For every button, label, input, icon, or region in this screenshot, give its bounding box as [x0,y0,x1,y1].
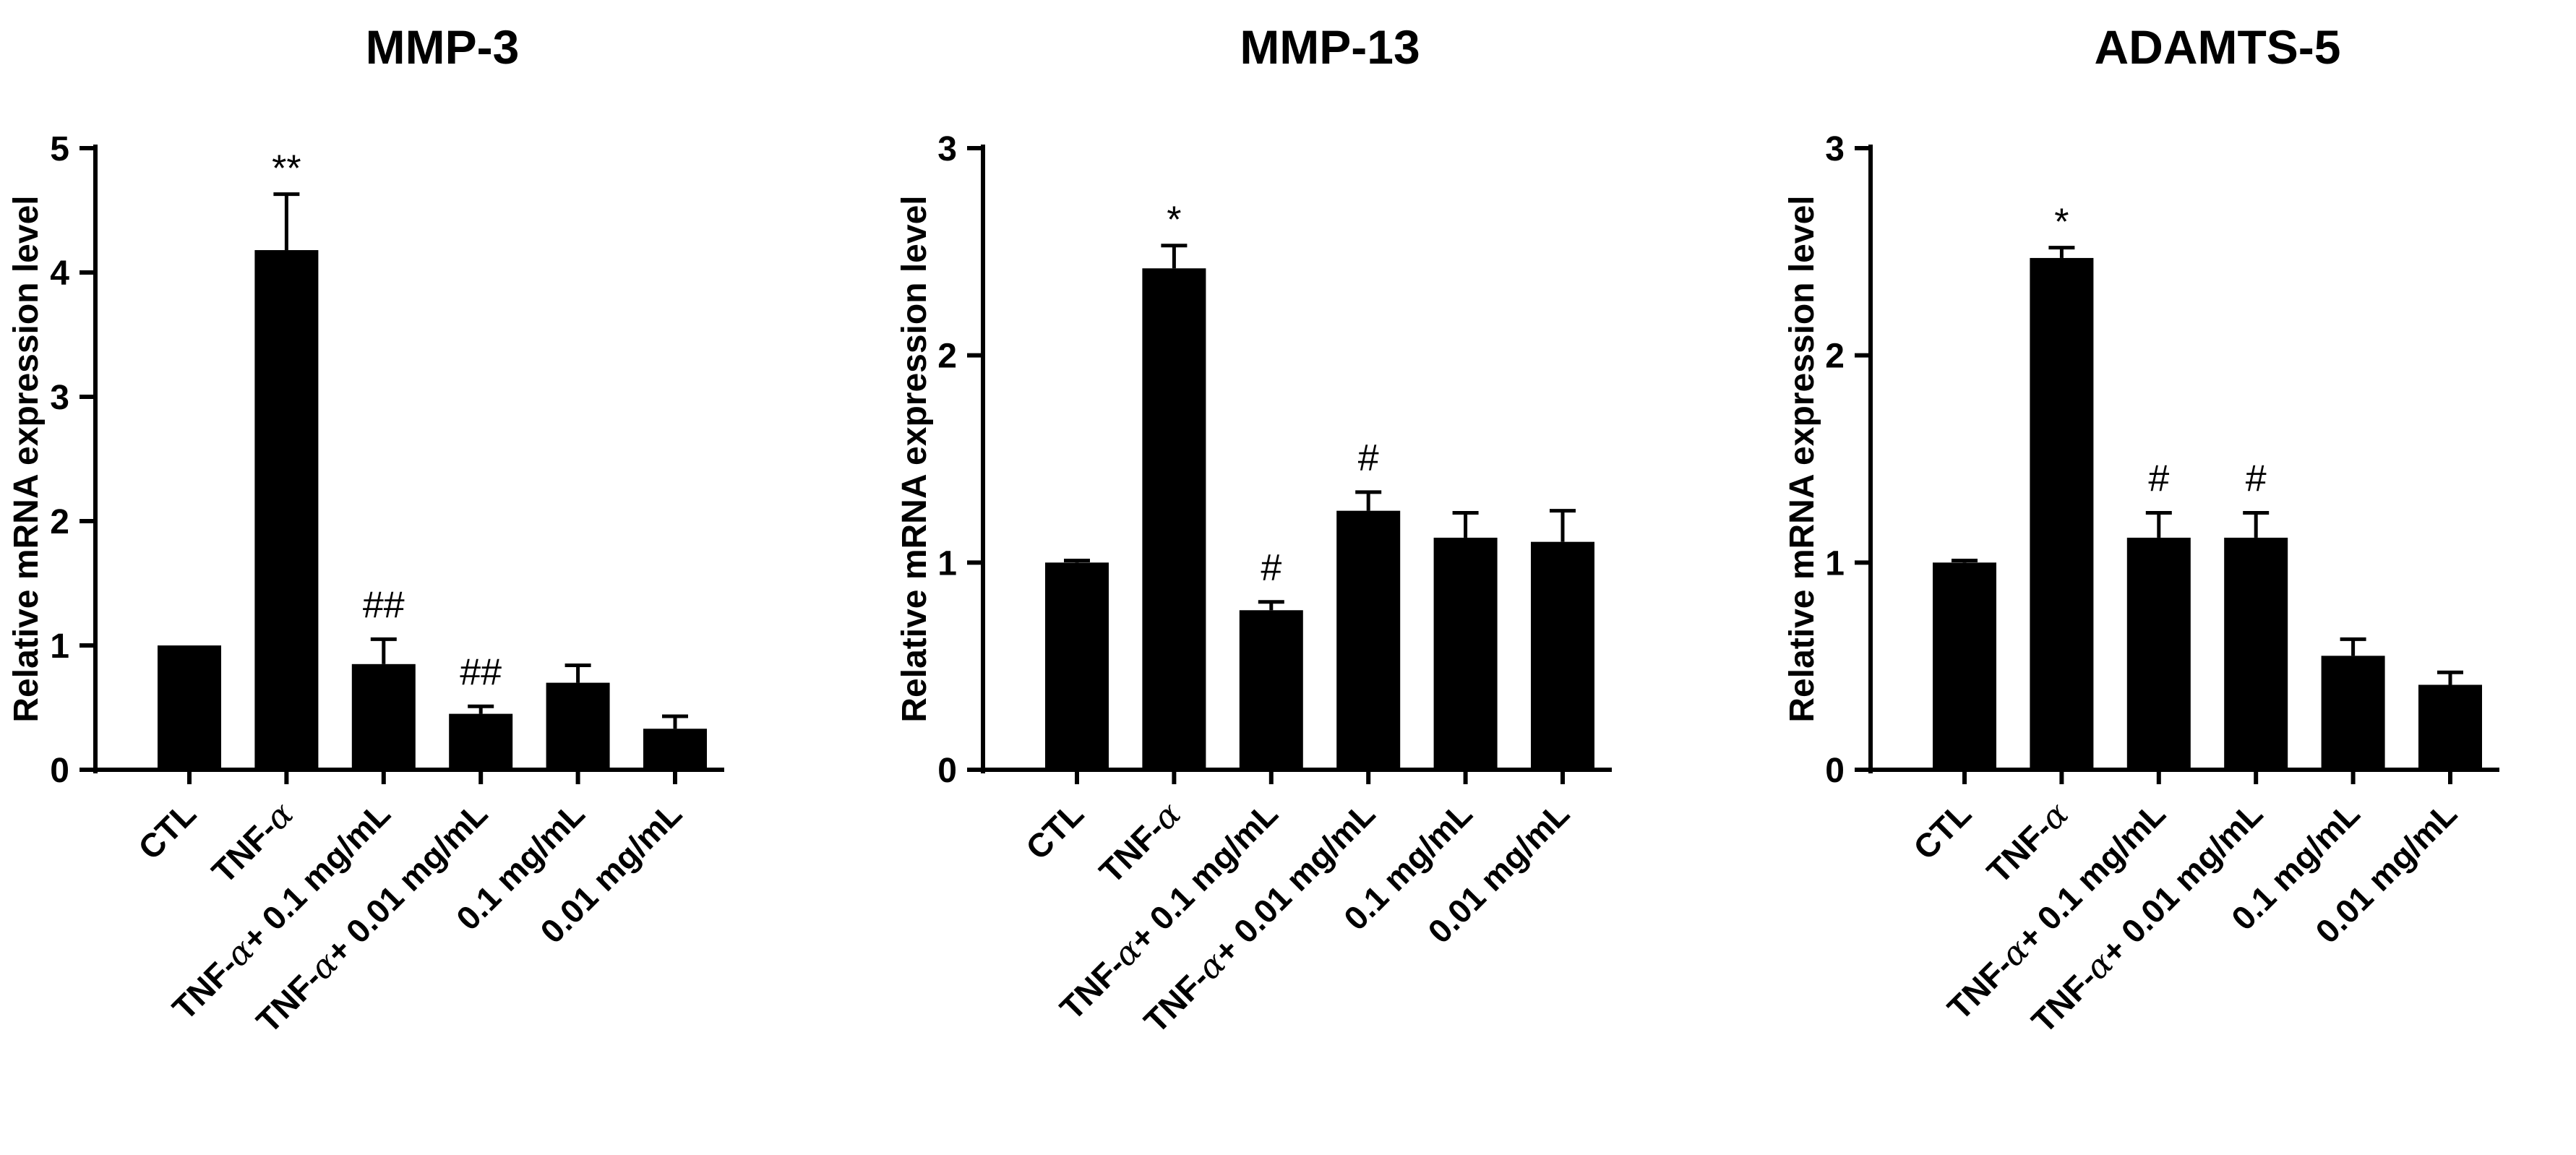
bar-2 [254,250,319,770]
significance-label: # [2148,458,2169,500]
bar-1 [1045,562,1109,770]
category-label: CTL [131,794,203,867]
bar-4 [449,713,513,770]
significance-label: * [1167,199,1181,241]
y-tick-label: 1 [937,544,957,583]
bar-4 [2224,537,2288,770]
y-tick-label: 2 [1825,338,1845,376]
bar-1 [1933,562,1996,770]
bar-3 [351,664,416,770]
bar-6 [1531,541,1594,770]
bar-5 [1433,537,1498,770]
bar-5 [546,682,610,770]
y-tick-label: 3 [937,130,957,168]
y-tick-label: 5 [50,130,69,168]
y-tick-label: 0 [50,752,69,790]
category-label: CTL [1906,794,1978,867]
bar-2 [2030,257,2094,770]
y-tick-label: 2 [937,338,957,376]
significance-label: ## [460,651,502,693]
bar-3 [2126,537,2191,770]
bar-4 [1336,510,1401,770]
significance-label: * [2054,202,2069,244]
y-tick-label: 2 [50,503,69,541]
y-tick-label: 4 [50,254,69,293]
significance-label: # [1261,547,1281,589]
y-axis-label: Relative mRNA expression level [1783,195,1821,722]
category-label: CTL [1018,794,1091,867]
bar-2 [1142,268,1206,770]
significance-label: # [1358,437,1379,479]
chart-title: ADAMTS-5 [2095,20,2341,74]
chart-title: MMP-3 [366,20,520,74]
bar-1 [158,645,221,770]
y-axis-label: Relative mRNA expression level [7,195,46,722]
y-tick-label: 1 [1825,544,1845,583]
significance-label: # [2246,458,2267,500]
significance-label: ** [272,148,301,190]
y-tick-label: 0 [937,752,957,790]
bar-6 [643,729,707,770]
bar-5 [2321,656,2385,770]
y-tick-label: 3 [50,379,69,417]
category-label: TNF-α [1979,794,2076,891]
significance-label: ## [363,584,405,626]
y-tick-label: 1 [50,627,69,666]
y-tick-label: 3 [1825,130,1845,168]
y-tick-label: 0 [1825,752,1845,790]
category-label: TNF-α [204,794,301,891]
category-label: TNF-α [1091,794,1188,891]
bar-6 [2418,684,2482,770]
chart-title: MMP-13 [1240,20,1420,74]
y-axis-label: Relative mRNA expression level [896,195,934,722]
bar-3 [1239,610,1303,770]
